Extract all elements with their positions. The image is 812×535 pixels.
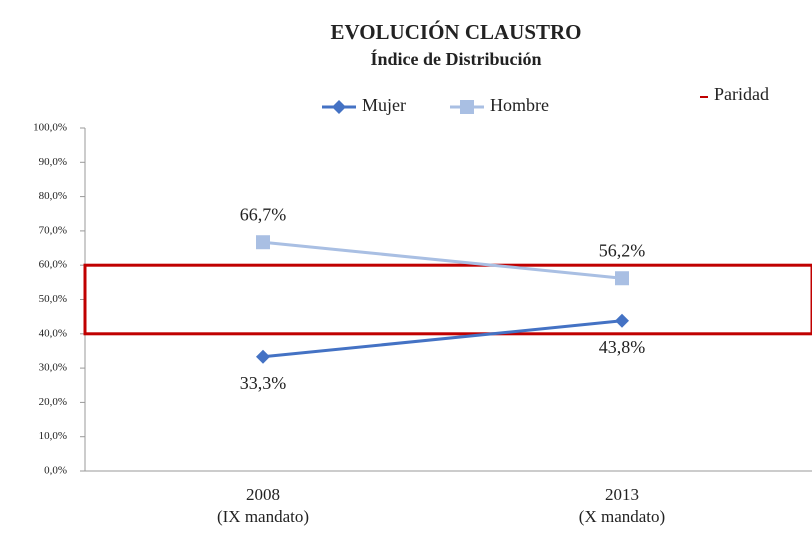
x-tick-label: 2013 [605, 485, 639, 504]
data-label: 33,3% [240, 373, 287, 393]
x-tick-label: (X mandato) [579, 507, 665, 526]
legend-label: Mujer [362, 95, 406, 115]
data-label: 43,8% [599, 337, 646, 357]
y-tick-label: 0,0% [44, 465, 67, 477]
data-label: 56,2% [599, 240, 646, 260]
marker [615, 271, 629, 286]
series-line [262, 240, 623, 280]
y-tick-label: 100,0% [33, 122, 67, 134]
legend-marker [332, 100, 346, 114]
y-tick-label: 10,0% [39, 430, 67, 442]
series-line [262, 319, 623, 359]
marker [615, 313, 629, 328]
x-tick-label: (IX mandato) [217, 507, 309, 526]
chart-title: EVOLUCIÓN CLAUSTRO [330, 20, 581, 44]
y-tick-label: 80,0% [39, 190, 67, 202]
y-tick-label: 70,0% [39, 224, 67, 236]
marker [256, 235, 270, 250]
chart-subtitle: Índice de Distribución [370, 48, 541, 69]
marker [256, 349, 270, 364]
band [83, 263, 812, 336]
legend-marker [460, 100, 474, 114]
y-tick-label: 20,0% [39, 396, 67, 408]
y-tick-label: 90,0% [39, 156, 67, 168]
y-tick-label: 30,0% [39, 362, 67, 374]
legend-label: Paridad [714, 84, 769, 104]
y-tick-label: 40,0% [39, 327, 67, 339]
data-label: 66,7% [240, 204, 287, 224]
y-tick-label: 50,0% [39, 293, 67, 305]
legend-label: Hombre [490, 95, 549, 115]
x-tick-label: 2008 [246, 485, 280, 504]
y-tick-label: 60,0% [39, 259, 67, 271]
